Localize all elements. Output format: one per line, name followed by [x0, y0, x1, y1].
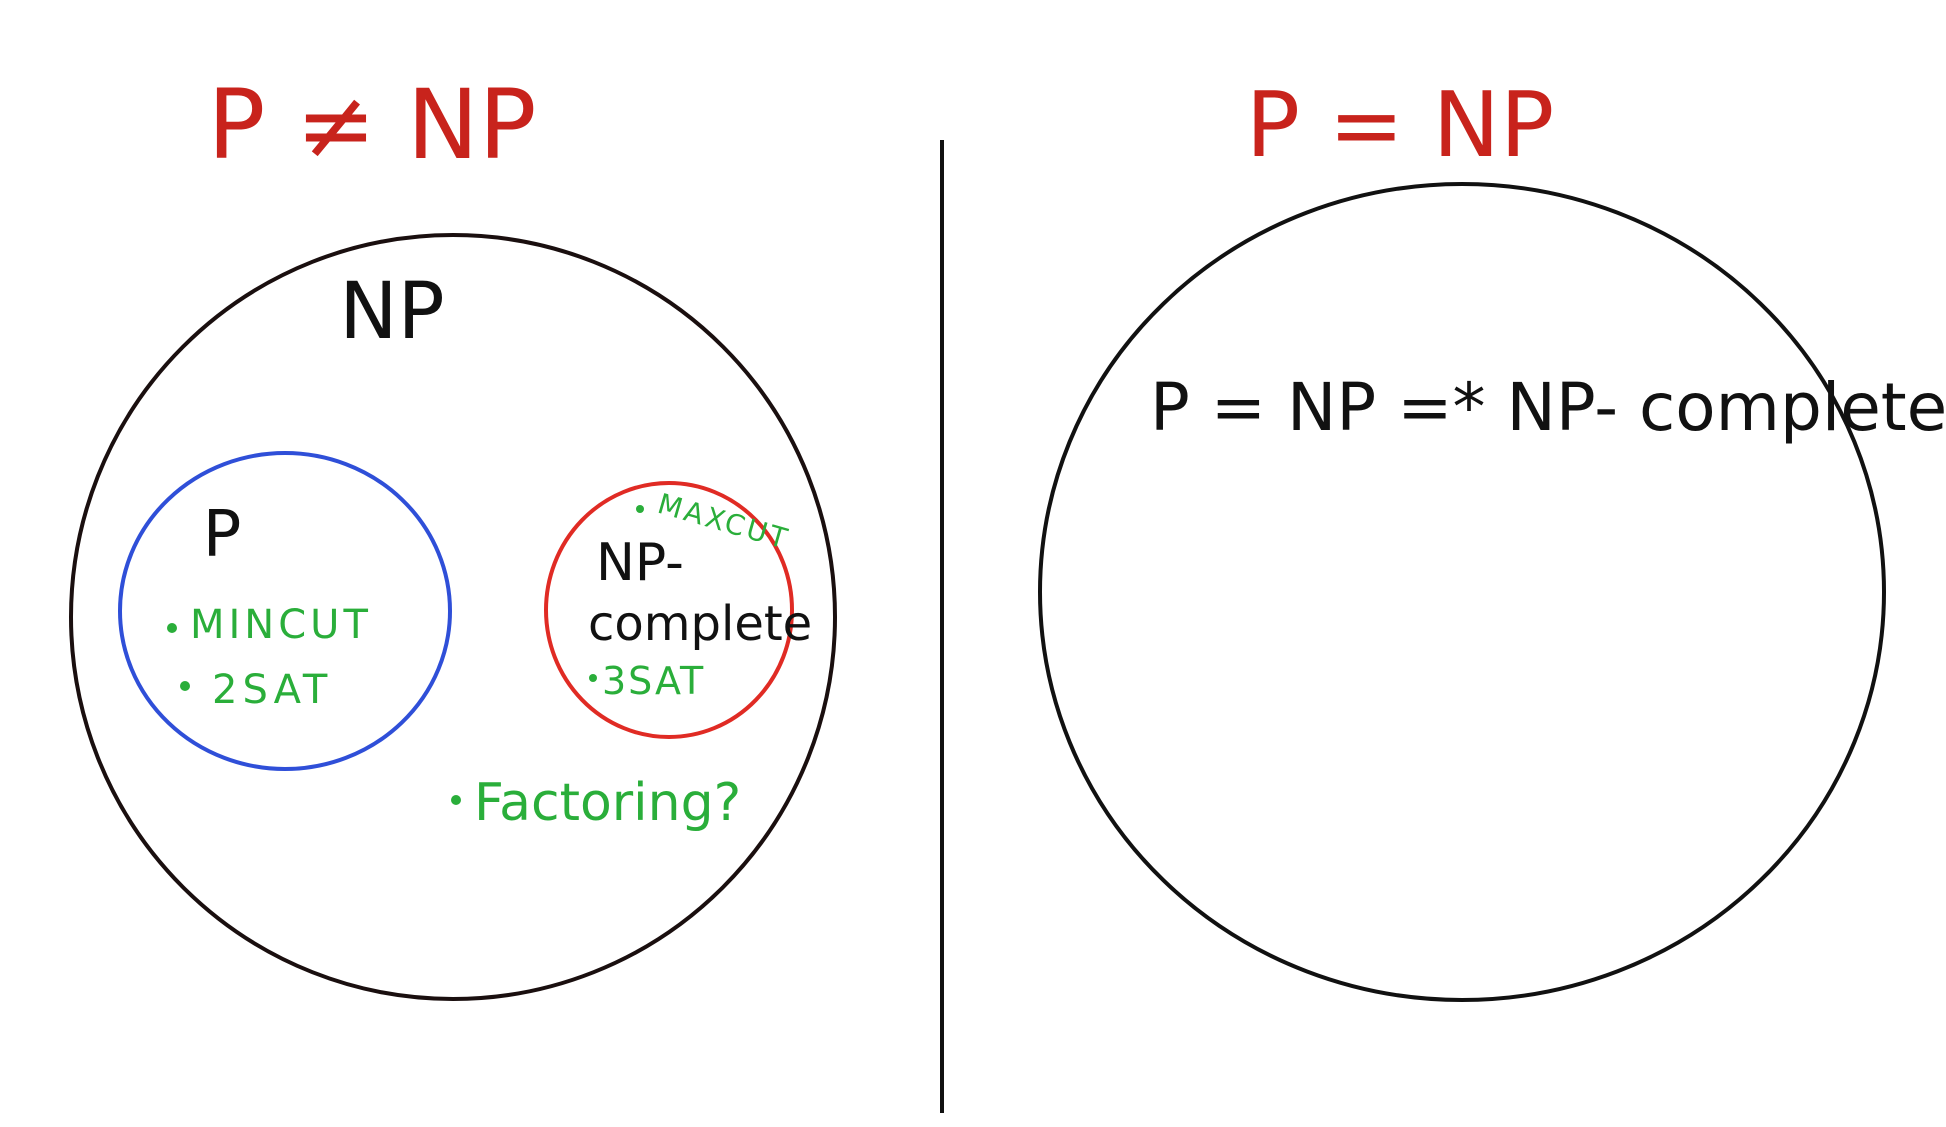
maxcut-bullet [636, 505, 644, 513]
right-heading: P = NP [1246, 73, 1555, 178]
p-circle [118, 451, 452, 771]
merged-label: P = NP =* NP- complete [1150, 369, 1946, 446]
left-panel: P ≠ NP NP P MINCUT 2SAT MAXCUT NP- compl… [69, 69, 837, 1001]
np-complete-set: MAXCUT NP- complete 3SAT [544, 481, 812, 739]
merged-circle [1038, 182, 1886, 1002]
np-circle [69, 233, 837, 1001]
2sat-bullet [180, 681, 190, 691]
2sat-item: 2SAT [212, 667, 332, 713]
p-label: P [203, 498, 242, 572]
p-set: P MINCUT 2SAT [118, 451, 452, 771]
3sat-item: 3SAT [602, 659, 705, 703]
np-complete-label-line1: NP- [596, 533, 684, 593]
np-label: NP [339, 267, 444, 357]
np-complete-circle [544, 481, 794, 739]
3sat-bullet [589, 674, 597, 682]
right-panel: P = NP P = NP =* NP- complete [1038, 73, 1946, 1002]
mincut-bullet [167, 623, 177, 633]
factoring-bullet [451, 795, 461, 805]
left-heading: P ≠ NP [207, 69, 536, 181]
mincut-item: MINCUT [190, 602, 372, 648]
factoring-item: Factoring? [474, 773, 741, 833]
np-complete-label-line2: complete [588, 596, 812, 652]
